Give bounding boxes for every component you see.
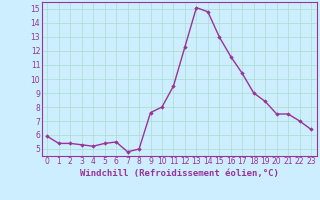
X-axis label: Windchill (Refroidissement éolien,°C): Windchill (Refroidissement éolien,°C)	[80, 169, 279, 178]
